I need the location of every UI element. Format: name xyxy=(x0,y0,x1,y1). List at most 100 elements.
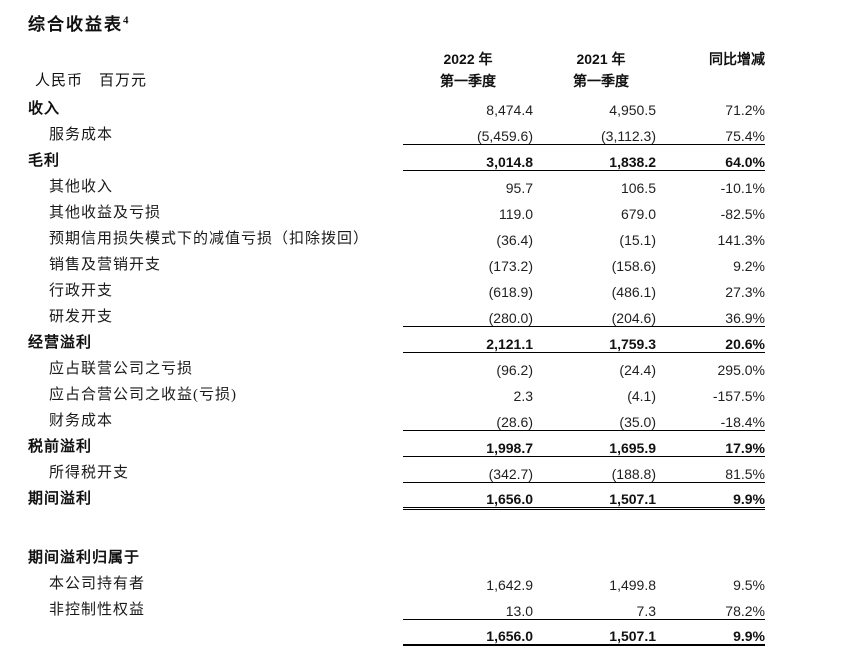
cell-yoy: 27.3% xyxy=(725,284,765,300)
cell-yoy: 9.9% xyxy=(669,618,765,646)
column-gap xyxy=(656,248,669,274)
row-label: 所得税开支 xyxy=(49,465,130,481)
column-gap xyxy=(656,429,669,457)
column-gap xyxy=(656,541,669,567)
table-row: 所得税开支 (342.7) (188.8) 81.5% xyxy=(28,456,765,482)
row-label: 应占联营公司之亏损 xyxy=(49,361,194,377)
column-header-yoy-line1: 同比增减 xyxy=(709,51,765,67)
cell-yoy: 9.2% xyxy=(733,258,765,274)
column-gap xyxy=(656,378,669,404)
subtotal-row: 期间溢利 1,656.0 1,507.1 9.9% xyxy=(28,481,765,510)
cell-yoy: 141.3% xyxy=(717,232,765,248)
cell-2021 xyxy=(546,541,656,567)
table-row: 期间溢利归属于 xyxy=(28,541,765,567)
cell-2022: (5,459.6) xyxy=(476,127,533,144)
column-gap xyxy=(533,325,546,353)
cell-2021: 1,507.1 xyxy=(546,618,656,646)
row-label: 应占合营公司之收益(亏损) xyxy=(49,387,237,403)
cell-2022: 1,998.7 xyxy=(403,429,533,457)
cell-2022: 2.3 xyxy=(513,388,533,404)
spacer-cell xyxy=(28,508,765,541)
row-label: 财务成本 xyxy=(49,413,114,429)
column-header-2022-line2: 第一季度 xyxy=(440,73,496,89)
column-gap xyxy=(656,456,669,482)
column-gap xyxy=(656,352,669,378)
cell-yoy: 71.2% xyxy=(725,102,765,118)
table-row: 服务成本 (5,459.6) (3,112.3) 75.4% xyxy=(28,118,765,144)
cell-yoy xyxy=(669,541,765,567)
subtotal-row: 1,656.0 1,507.1 9.9% xyxy=(28,618,765,646)
column-header-2021: 2021 年 第一季度 xyxy=(546,48,656,92)
cell-yoy: 9.5% xyxy=(733,577,765,593)
cell-yoy: 20.6% xyxy=(669,325,765,353)
cell-2022: 1,656.0 xyxy=(403,481,533,510)
column-gap xyxy=(656,567,669,593)
row-label: 预期信用损失模式下的减值亏损（扣除拨回） xyxy=(49,231,370,247)
column-gap xyxy=(656,481,669,510)
cell-yoy: 78.2% xyxy=(725,602,765,619)
table-row: 应占合营公司之收益(亏损) 2.3 (4.1) -157.5% xyxy=(28,378,765,404)
cell-2022: 13.0 xyxy=(505,602,533,619)
column-gap xyxy=(656,618,669,646)
column-gap xyxy=(533,618,546,646)
cell-2022: 1,656.0 xyxy=(403,618,533,646)
cell-yoy: 64.0% xyxy=(669,143,765,171)
column-gap xyxy=(533,456,546,482)
column-gap xyxy=(656,274,669,300)
column-gap xyxy=(656,48,669,92)
subtotal-row: 税前溢利 1,998.7 1,695.9 17.9% xyxy=(28,429,765,457)
cell-2022: 1,642.9 xyxy=(486,577,533,593)
column-gap xyxy=(533,248,546,274)
column-gap xyxy=(656,170,669,196)
row-label: 其他收入 xyxy=(49,179,114,195)
table-row: 其他收入 95.7 106.5 -10.1% xyxy=(28,170,765,196)
column-gap xyxy=(533,352,546,378)
table-row: 其他收益及亏损 119.0 679.0 -82.5% xyxy=(28,196,765,222)
column-gap xyxy=(656,404,669,430)
row-label: 税前溢利 xyxy=(28,439,93,455)
column-header-2022: 2022 年 第一季度 xyxy=(403,48,533,92)
table-row: 行政开支 (618.9) (486.1) 27.3% xyxy=(28,274,765,300)
table-row: 应占联营公司之亏损 (96.2) (24.4) 295.0% xyxy=(28,352,765,378)
column-gap xyxy=(656,143,669,171)
cell-2021: 106.5 xyxy=(620,180,656,196)
row-label: 非控制性权益 xyxy=(49,602,146,618)
row-label: 本公司持有者 xyxy=(49,576,146,592)
row-label: 销售及营销开支 xyxy=(49,257,162,273)
cell-2021: (35.0) xyxy=(619,413,656,430)
column-gap xyxy=(533,143,546,171)
table-row: 研发开支 (280.0) (204.6) 36.9% xyxy=(28,300,765,326)
cell-2021: (188.8) xyxy=(611,465,656,482)
cell-yoy: 81.5% xyxy=(725,465,765,482)
cell-2021: 1,507.1 xyxy=(546,481,656,510)
page-title-footnote-ref: 4 xyxy=(123,14,129,27)
table-row: 预期信用损失模式下的减值亏损（扣除拨回） (36.4) (15.1) 141.3% xyxy=(28,222,765,248)
unit-label-text: 人民币 百万元 xyxy=(35,73,148,89)
subtotal-row: 经营溢利 2,121.1 1,759.3 20.6% xyxy=(28,325,765,353)
column-gap xyxy=(533,222,546,248)
cell-2021: 1,838.2 xyxy=(546,143,656,171)
table-row: 收入 8,474.4 4,950.5 71.2% xyxy=(28,92,765,118)
row-label: 经营溢利 xyxy=(28,335,93,351)
table-row: 销售及营销开支 (173.2) (158.6) 9.2% xyxy=(28,248,765,274)
column-gap xyxy=(656,118,669,144)
cell-2022: (96.2) xyxy=(496,362,533,378)
cell-2022: (36.4) xyxy=(496,232,533,248)
cell-2021: (15.1) xyxy=(619,232,656,248)
cell-2022: 2,121.1 xyxy=(403,325,533,353)
cell-2022: 95.7 xyxy=(505,180,533,196)
income-statement-table: 人民币 百万元 2022 年 第一季度 2021 年 第一季度 同比增减 收入 8… xyxy=(28,48,765,646)
column-gap xyxy=(533,567,546,593)
column-gap xyxy=(656,196,669,222)
column-gap xyxy=(533,481,546,510)
cell-2021: 1,759.3 xyxy=(546,325,656,353)
cell-yoy: 295.0% xyxy=(717,362,765,378)
column-gap xyxy=(533,170,546,196)
cell-2022: 8,474.4 xyxy=(486,102,533,118)
column-gap xyxy=(656,222,669,248)
subtotal-row: 毛利 3,014.8 1,838.2 64.0% xyxy=(28,143,765,171)
cell-2022: 119.0 xyxy=(499,206,533,222)
cell-yoy: 9.9% xyxy=(669,481,765,510)
cell-yoy: -10.1% xyxy=(720,180,765,196)
column-gap xyxy=(533,429,546,457)
